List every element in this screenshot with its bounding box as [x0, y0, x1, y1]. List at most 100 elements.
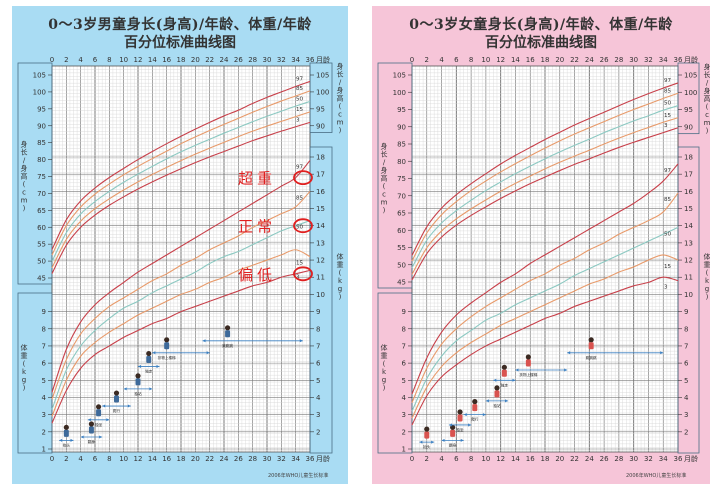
- svg-text:15: 15: [296, 261, 303, 267]
- svg-text:c: c: [382, 191, 386, 199]
- boy-footnote: 2006年WHO儿童生长标准: [268, 473, 329, 479]
- svg-text:高: 高: [704, 94, 711, 103]
- svg-text:): ): [23, 384, 26, 392]
- svg-text:80: 80: [37, 156, 46, 164]
- svg-text:105: 105: [316, 72, 329, 80]
- svg-text:85: 85: [37, 139, 46, 147]
- svg-text:1: 1: [42, 446, 46, 454]
- girl-footnote: 2006年WHO儿童生长标准: [626, 473, 687, 479]
- svg-text:7: 7: [402, 342, 406, 350]
- svg-text:独走: 独走: [145, 369, 153, 374]
- svg-text:(: (: [23, 360, 26, 368]
- svg-text:g: g: [382, 376, 386, 384]
- svg-text:6: 6: [684, 360, 689, 368]
- svg-text:10: 10: [119, 455, 128, 463]
- svg-text:75: 75: [397, 175, 406, 183]
- svg-text:g: g: [22, 376, 26, 384]
- svg-text:高: 高: [21, 172, 28, 181]
- svg-text:10: 10: [119, 56, 128, 64]
- child-figure-icon: [164, 337, 170, 343]
- length-axis-title-left: 身长/身高(cm): [21, 140, 28, 213]
- svg-text:8: 8: [107, 455, 111, 463]
- svg-text:18: 18: [177, 455, 186, 463]
- svg-text:1: 1: [402, 446, 406, 454]
- svg-text:28: 28: [614, 56, 623, 64]
- svg-text:15: 15: [664, 264, 671, 270]
- svg-text:24: 24: [585, 455, 594, 463]
- child-figure-icon: [457, 409, 463, 415]
- svg-text:17: 17: [316, 171, 325, 179]
- svg-text:月龄: 月龄: [316, 55, 330, 64]
- milestones: 抬头 翻身 独坐 爬行 独站 独走 扶物上楼梯 跳跳跳: [59, 325, 303, 447]
- girl-chart-subtitle: 百分位标准曲线图: [485, 35, 597, 51]
- svg-text:4: 4: [78, 56, 83, 64]
- svg-text:8: 8: [316, 325, 320, 333]
- boy-chart-title: 0～3岁男童身长(身高)/年龄、体重/年龄: [48, 17, 312, 33]
- svg-text:85: 85: [397, 141, 406, 149]
- svg-text:4: 4: [684, 394, 689, 402]
- girl-chart-title: 0～3岁女童身长(身高)/年龄、体重/年龄: [409, 17, 673, 33]
- svg-text:97: 97: [296, 76, 303, 82]
- svg-text:75: 75: [37, 173, 46, 181]
- child-figure-icon: [501, 364, 507, 370]
- svg-text:36: 36: [306, 56, 315, 64]
- svg-text:c: c: [338, 111, 342, 119]
- child-figure-icon: [146, 350, 152, 357]
- svg-text:16: 16: [316, 188, 325, 196]
- svg-text:32: 32: [644, 455, 653, 463]
- length-curves: 97 85 50 15 3: [411, 78, 679, 281]
- svg-text:12: 12: [496, 455, 505, 463]
- svg-text:11: 11: [684, 274, 693, 282]
- svg-text:4: 4: [402, 394, 407, 402]
- svg-text:105: 105: [393, 72, 406, 80]
- length-axis-title-right: 身长/身高(cm): [704, 62, 711, 135]
- svg-text:/: /: [706, 79, 709, 87]
- svg-text:高: 高: [381, 174, 388, 183]
- svg-text:12: 12: [316, 257, 325, 265]
- svg-text:抬头: 抬头: [423, 444, 431, 449]
- svg-text:60: 60: [397, 227, 406, 235]
- svg-text:20: 20: [555, 455, 564, 463]
- svg-text:95: 95: [397, 106, 406, 114]
- svg-text:身: 身: [21, 164, 28, 173]
- svg-text:18: 18: [316, 154, 325, 162]
- svg-text:105: 105: [684, 72, 697, 80]
- svg-text:12: 12: [134, 455, 143, 463]
- svg-text:8: 8: [402, 325, 406, 333]
- svg-text:0: 0: [410, 56, 414, 64]
- svg-text:9: 9: [402, 308, 406, 316]
- svg-text:45: 45: [37, 275, 46, 283]
- svg-text:2: 2: [42, 428, 46, 436]
- svg-text:14: 14: [148, 455, 157, 463]
- svg-text:8: 8: [469, 455, 473, 463]
- weight-axis-left: 1 2 3 4 5 6 7 8 9: [402, 308, 412, 454]
- svg-text:18: 18: [684, 154, 693, 162]
- svg-text:身: 身: [381, 142, 388, 151]
- svg-text:4: 4: [316, 394, 321, 402]
- svg-text:翻身: 翻身: [449, 442, 457, 447]
- svg-text:22: 22: [570, 56, 579, 64]
- svg-text:16: 16: [526, 56, 535, 64]
- svg-text:4: 4: [439, 455, 444, 463]
- svg-text:g: g: [338, 285, 342, 293]
- svg-text:14: 14: [148, 56, 157, 64]
- svg-text:11: 11: [316, 274, 325, 282]
- svg-text:97: 97: [664, 168, 671, 174]
- svg-text:12: 12: [684, 257, 693, 265]
- svg-text:重: 重: [381, 352, 388, 360]
- svg-text:7: 7: [316, 342, 320, 350]
- svg-text:36: 36: [674, 56, 683, 64]
- svg-text:22: 22: [570, 455, 579, 463]
- svg-text:9: 9: [684, 308, 688, 316]
- svg-text:6: 6: [402, 360, 407, 368]
- svg-text:(: (: [23, 181, 26, 189]
- svg-text:8: 8: [107, 56, 111, 64]
- svg-text:身: 身: [21, 140, 28, 149]
- svg-text:97: 97: [296, 164, 303, 170]
- svg-text:34: 34: [659, 56, 668, 64]
- svg-text:90: 90: [397, 123, 406, 131]
- svg-text:26: 26: [234, 455, 243, 463]
- svg-text:6: 6: [454, 56, 459, 64]
